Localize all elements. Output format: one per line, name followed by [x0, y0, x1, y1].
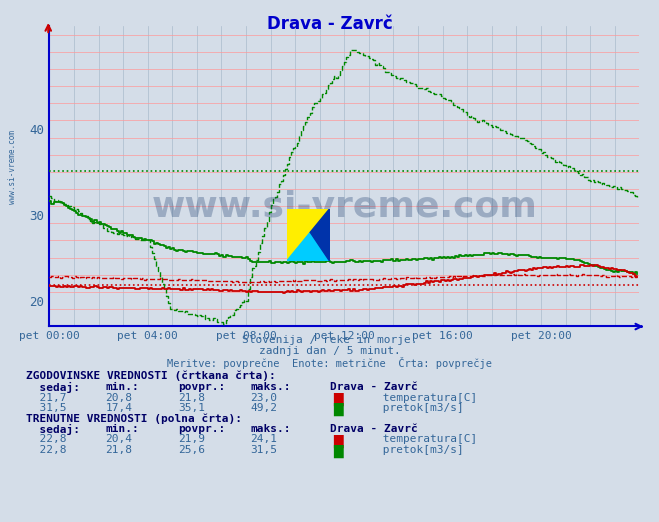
Text: █: █: [333, 445, 343, 458]
Text: 21,9: 21,9: [178, 434, 205, 444]
Text: 31,5: 31,5: [250, 445, 277, 455]
Text: 17,4: 17,4: [105, 403, 132, 413]
Text: 20,8: 20,8: [105, 393, 132, 402]
Text: Drava - Zavrč: Drava - Zavrč: [267, 15, 392, 32]
Text: Drava - Zavrč: Drava - Zavrč: [330, 424, 417, 434]
Text: ZGODOVINSKE VREDNOSTI (črtkana črta):: ZGODOVINSKE VREDNOSTI (črtkana črta):: [26, 371, 276, 381]
Text: maks.:: maks.:: [250, 382, 291, 392]
Text: 20,4: 20,4: [105, 434, 132, 444]
Text: 21,7: 21,7: [26, 393, 67, 402]
Polygon shape: [310, 209, 330, 261]
Text: Drava - Zavrč: Drava - Zavrč: [330, 382, 417, 392]
Text: 22,8: 22,8: [26, 434, 67, 444]
Text: zadnji dan / 5 minut.: zadnji dan / 5 minut.: [258, 346, 401, 356]
Polygon shape: [287, 209, 330, 261]
Text: min.:: min.:: [105, 382, 139, 392]
Text: maks.:: maks.:: [250, 424, 291, 434]
Text: min.:: min.:: [105, 424, 139, 434]
Text: 35,1: 35,1: [178, 403, 205, 413]
Text: TRENUTNE VREDNOSTI (polna črta):: TRENUTNE VREDNOSTI (polna črta):: [26, 413, 243, 424]
Text: www.si-vreme.com: www.si-vreme.com: [152, 189, 537, 223]
Text: 22,8: 22,8: [26, 445, 67, 455]
Text: temperatura[C]: temperatura[C]: [376, 393, 477, 402]
Polygon shape: [287, 232, 330, 261]
Text: 23,0: 23,0: [250, 393, 277, 402]
Text: 21,8: 21,8: [105, 445, 132, 455]
Text: 49,2: 49,2: [250, 403, 277, 413]
Text: pretok[m3/s]: pretok[m3/s]: [376, 445, 463, 455]
Text: www.si-vreme.com: www.si-vreme.com: [8, 130, 17, 204]
Text: sedaj:: sedaj:: [26, 424, 80, 435]
Text: 24,1: 24,1: [250, 434, 277, 444]
Text: █: █: [333, 434, 343, 447]
Text: Slovenija / reke in morje.: Slovenija / reke in morje.: [242, 335, 417, 345]
Text: Meritve: povprečne  Enote: metrične  Črta: povprečje: Meritve: povprečne Enote: metrične Črta:…: [167, 357, 492, 369]
Text: sedaj:: sedaj:: [26, 382, 80, 393]
Text: povpr.:: povpr.:: [178, 424, 225, 434]
Text: povpr.:: povpr.:: [178, 382, 225, 392]
Text: █: █: [333, 403, 343, 416]
Text: █: █: [333, 393, 343, 406]
Text: 31,5: 31,5: [26, 403, 67, 413]
Text: temperatura[C]: temperatura[C]: [376, 434, 477, 444]
Text: 21,8: 21,8: [178, 393, 205, 402]
Text: 25,6: 25,6: [178, 445, 205, 455]
Text: pretok[m3/s]: pretok[m3/s]: [376, 403, 463, 413]
